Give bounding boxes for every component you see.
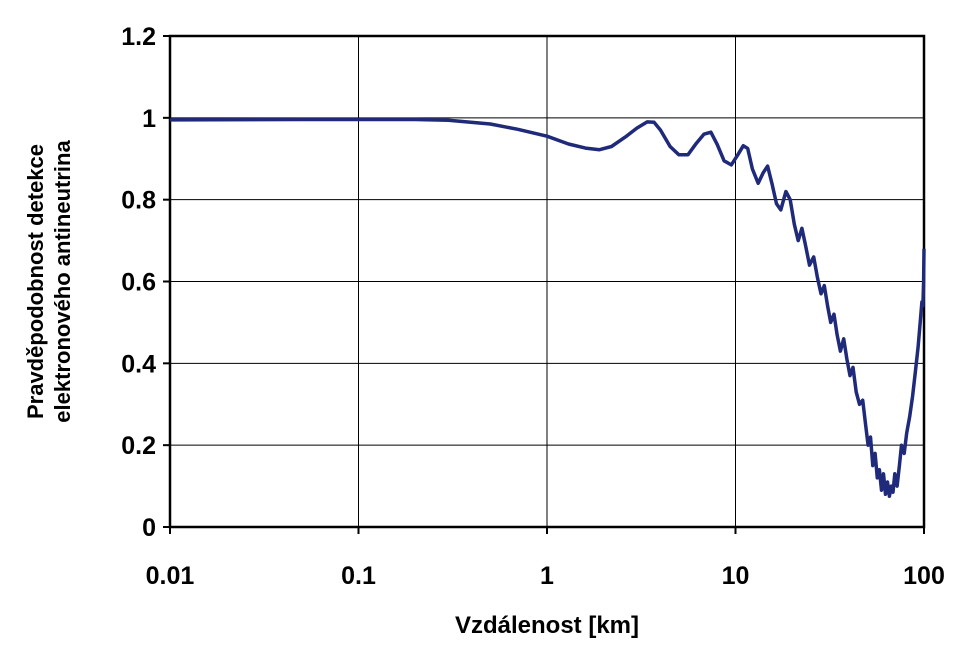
y-axis-label-line-2: elektronového antineutrina [50,140,75,423]
x-tick-label: 1 [540,562,554,590]
y-tick-label: 1.2 [121,23,156,51]
x-axis-ticks: 0.01 0.1 1 10 100 [146,527,945,590]
x-tick-label: 0.01 [146,562,195,590]
y-axis-label-line-1: Pravděpodobnost detekce [23,144,48,419]
y-axis-ticks: 0 0.2 0.4 0.6 0.8 1 1.2 [121,23,170,542]
y-tick-label: 0.4 [121,350,156,378]
y-axis-label: Pravděpodobnost detekce elektronového an… [23,140,75,423]
series-line [169,117,926,499]
y-tick-label: 0.2 [121,432,156,460]
y-tick-label: 0.6 [121,269,156,297]
x-tick-label: 10 [722,562,750,590]
grid [169,35,925,528]
y-tick-label: 0 [142,514,156,542]
y-tick-label: 1 [142,105,156,133]
y-tick-label: 0.8 [121,187,156,215]
x-tick-label: 100 [903,562,945,590]
x-tick-label: 0.1 [341,562,376,590]
x-axis-label: Vzdálenost [km] [455,612,639,639]
